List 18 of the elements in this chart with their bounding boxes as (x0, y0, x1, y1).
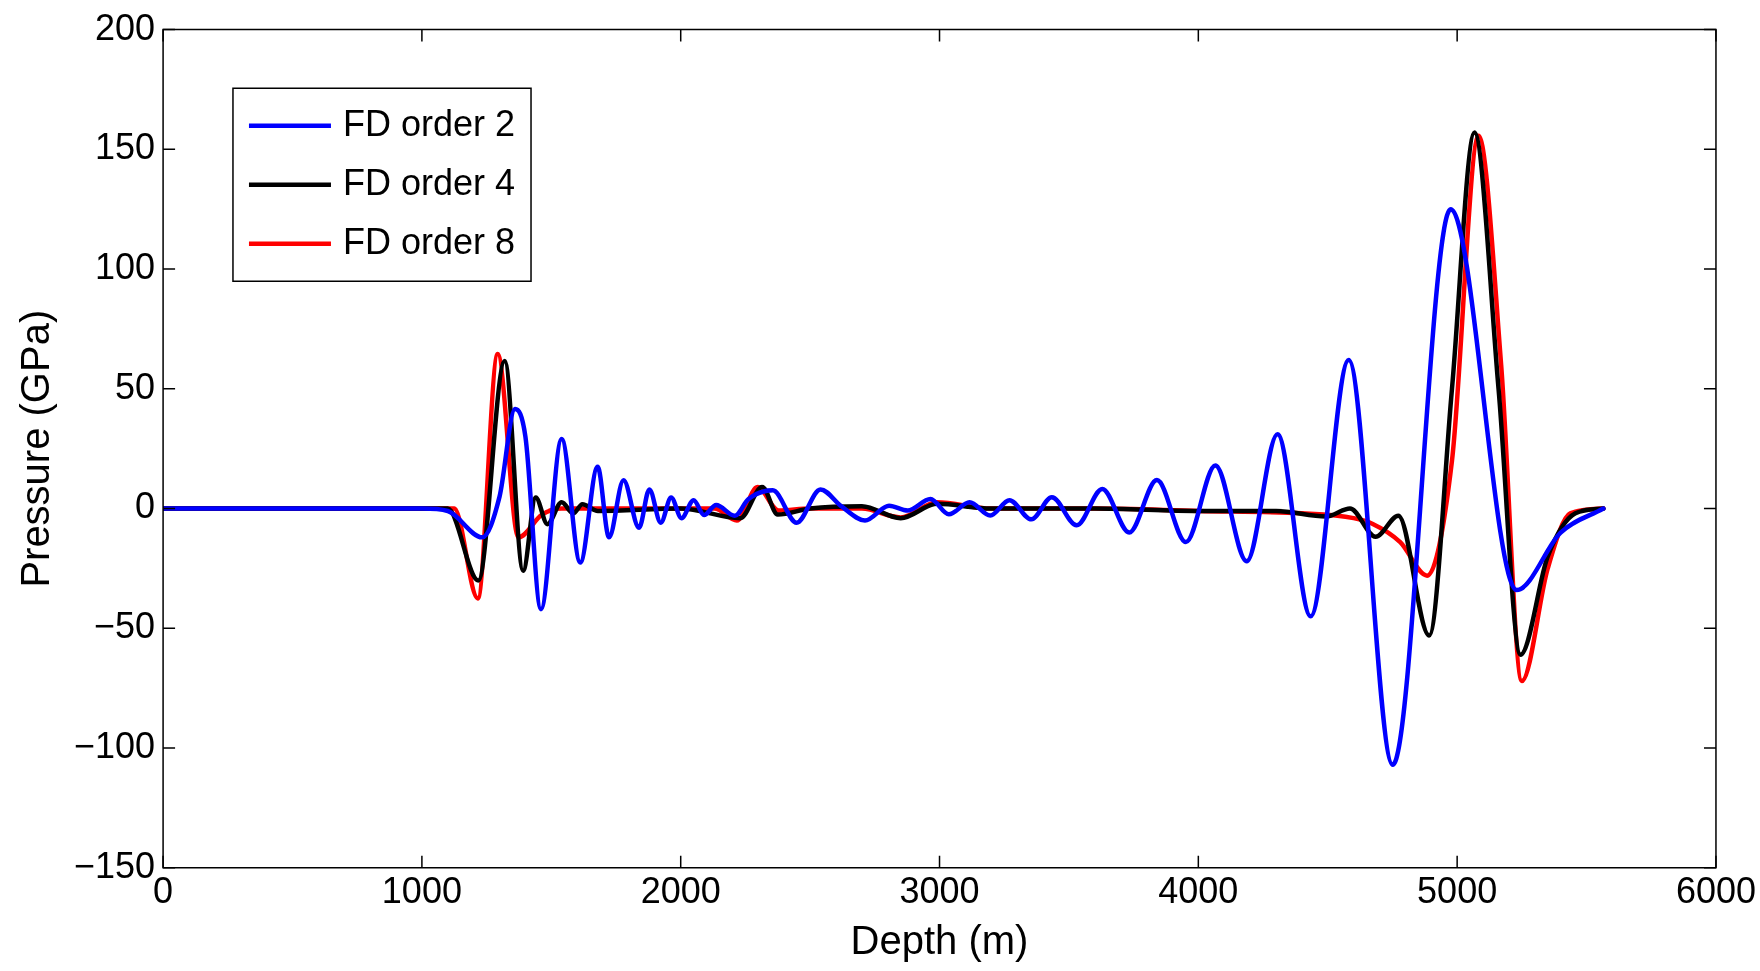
x-tick-label: 5000 (1417, 870, 1498, 912)
x-tick-label: 2000 (640, 870, 721, 912)
y-tick-label: 100 (95, 246, 156, 288)
legend-label: FD order 2 (342, 102, 516, 144)
y-tick-label: 0 (135, 485, 156, 527)
x-tick-label: 6000 (1675, 870, 1756, 912)
x-tick-label: 3000 (899, 870, 980, 912)
y-tick-label: −100 (73, 724, 156, 766)
x-tick-label: 1000 (381, 870, 462, 912)
y-tick-label: 200 (95, 6, 156, 48)
y-axis-title: Pressure (GPa) (13, 309, 58, 588)
y-tick-label: −50 (94, 605, 156, 647)
x-tick-label: 4000 (1158, 870, 1239, 912)
legend-label: FD order 4 (342, 161, 516, 203)
x-axis-title: Depth (m) (850, 918, 1029, 963)
y-tick-label: 150 (95, 126, 156, 168)
legend-label: FD order 8 (342, 220, 516, 262)
y-tick-label: 50 (115, 365, 156, 407)
